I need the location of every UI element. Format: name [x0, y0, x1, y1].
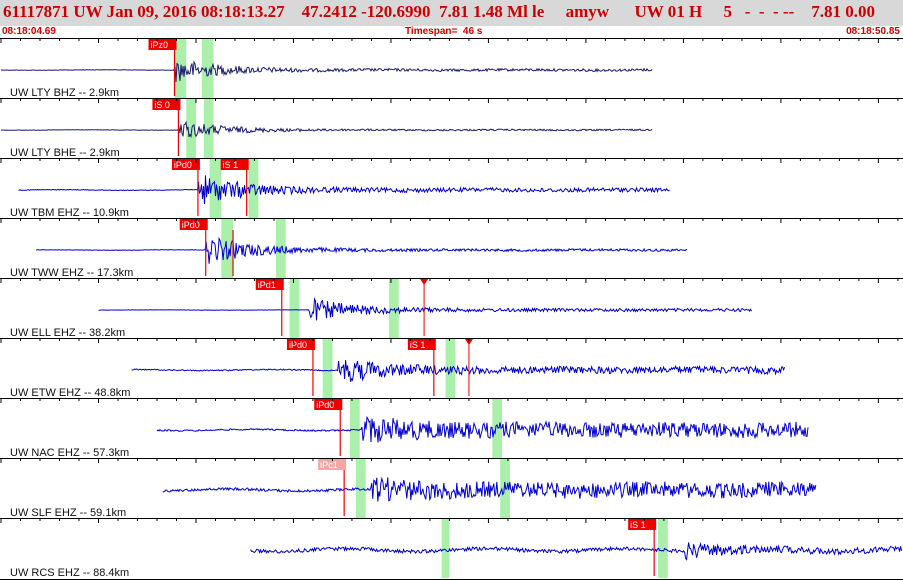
pick-label: iS 0	[154, 100, 170, 110]
waveform-trace	[162, 476, 817, 502]
waveform-trace	[131, 359, 786, 382]
pick-flag-bg	[318, 459, 347, 470]
pick-label: iPc1	[320, 460, 338, 470]
pick-flag[interactable]: iPz0	[148, 39, 177, 50]
channel-panel[interactable]: iPd0 iS 1 UW TBM EHZ -- 10.9km	[0, 158, 903, 219]
pick-flag[interactable]: iPd0	[171, 159, 200, 170]
station-label: UW SLF EHZ -- 59.1km	[10, 507, 126, 519]
station-label: UW TBM EHZ -- 10.9km	[10, 207, 129, 219]
pick-flag-bg	[179, 219, 208, 230]
event-header: 61117871 UW Jan 09, 2016 08:18:13.27 47.…	[0, 0, 903, 26]
pick-flag[interactable]: iPd0	[314, 399, 343, 410]
pick-flag-bg	[152, 99, 181, 110]
phase-window-bar	[492, 398, 503, 458]
pick-label: iS 1	[630, 520, 646, 530]
channel-panel[interactable]: iPd0 iS 1 UW ETW EHZ -- 48.8km	[0, 338, 903, 399]
waveform-trace	[18, 175, 670, 205]
pick-label: iPd1	[258, 280, 276, 290]
phase-window-bar	[289, 278, 300, 338]
channel-panel[interactable]: iPz0 UW LTY BHZ -- 2.9km	[0, 38, 903, 99]
pick-flag[interactable]: iPc1	[318, 459, 347, 470]
seismogram-panel[interactable]: iPz0 UW LTY BHZ -- 2.9km iS 0 UW LTY BHE --…	[0, 38, 903, 580]
channel-panel[interactable]: iS 1 UW RCS EHZ -- 88.4km	[0, 518, 903, 579]
time-axis-bar: 08:18:04.69 Timespan= 46 s 08:18:50.85	[0, 26, 903, 38]
waveform-trace	[36, 236, 688, 264]
channel-panel[interactable]: iPd0 UW NAC EHZ -- 57.3km	[0, 398, 903, 459]
pick-flag-bg	[220, 159, 249, 170]
pick-label: iPd0	[174, 160, 192, 170]
phase-window-bar	[388, 278, 399, 338]
phase-window-bar	[500, 458, 510, 518]
channel-panel[interactable]: iPd0 UW TWW EHZ -- 17.3km	[0, 218, 903, 279]
channel-panel[interactable]: iPc1 UW SLF EHZ -- 59.1km	[0, 458, 903, 519]
pick-label: iS 1	[223, 160, 239, 170]
pick-flag-bg	[171, 159, 200, 170]
pick-marker-icon	[464, 339, 473, 345]
pick-flag[interactable]: iPd0	[179, 219, 208, 230]
station-label: UW LTY BHE -- 2.9km	[10, 147, 120, 159]
pick-marker-icon	[420, 279, 429, 285]
station-label: UW ETW EHZ -- 48.8km	[10, 387, 130, 399]
pick-flag-bg	[148, 39, 177, 50]
phase-window-bar	[441, 518, 450, 578]
channel-panel[interactable]: iS 0 UW LTY BHE -- 2.9km	[0, 98, 903, 159]
pick-label: iPd0	[182, 220, 200, 230]
pick-flag[interactable]: iS 1	[407, 339, 436, 350]
phase-window-bar	[203, 98, 214, 158]
station-label: UW LTY BHZ -- 2.9km	[10, 87, 119, 99]
waveform-trace	[156, 415, 809, 443]
pick-flag[interactable]: iS 0	[152, 99, 181, 110]
pick-flag-bg	[314, 399, 343, 410]
waveform-trace	[1, 120, 653, 139]
channel-panel[interactable]: iPd1 UW ELL EHZ -- 38.2km	[0, 278, 903, 339]
phase-window-bar	[221, 218, 234, 278]
pick-flag[interactable]: iPd0	[286, 339, 315, 350]
phase-window-bar	[186, 98, 196, 158]
station-label: UW RCS EHZ -- 88.4km	[10, 567, 129, 579]
waveform-trace	[250, 541, 903, 561]
waveform-trace	[98, 296, 752, 321]
phase-window-bar	[322, 338, 333, 398]
start-time-label: 08:18:04.69	[2, 26, 56, 37]
waveform-trace	[0, 60, 653, 83]
phase-window-bar	[209, 158, 222, 218]
pick-flag-bg	[407, 339, 436, 350]
phase-window-bar	[201, 38, 214, 98]
phase-window-bar	[658, 518, 668, 578]
pick-flag-bg	[628, 519, 657, 530]
pick-label: iPd0	[289, 340, 307, 350]
pick-flag[interactable]: iS 1	[220, 159, 249, 170]
pick-flag-bg	[286, 339, 315, 350]
station-label: UW TWW EHZ -- 17.3km	[10, 267, 133, 279]
station-label: UW NAC EHZ -- 57.3km	[10, 447, 129, 459]
pick-label: iPz0	[151, 40, 169, 50]
pick-flag[interactable]: iS 1	[628, 519, 657, 530]
station-label: UW ELL EHZ -- 38.2km	[10, 327, 125, 339]
phase-window-bar	[350, 398, 360, 458]
event-summary-title: 61117871 UW Jan 09, 2016 08:18:13.27 47.…	[3, 2, 876, 21]
phase-window-bar	[248, 158, 259, 218]
timespan-label: Timespan= 46 s	[405, 26, 483, 37]
end-time-label: 08:18:50.85	[846, 26, 900, 37]
pick-flag-bg	[255, 279, 284, 290]
phase-window-bar	[355, 458, 366, 518]
pick-label: iS 1	[410, 340, 426, 350]
pick-flag[interactable]: iPd1	[255, 279, 284, 290]
pick-label: iPd0	[316, 400, 334, 410]
